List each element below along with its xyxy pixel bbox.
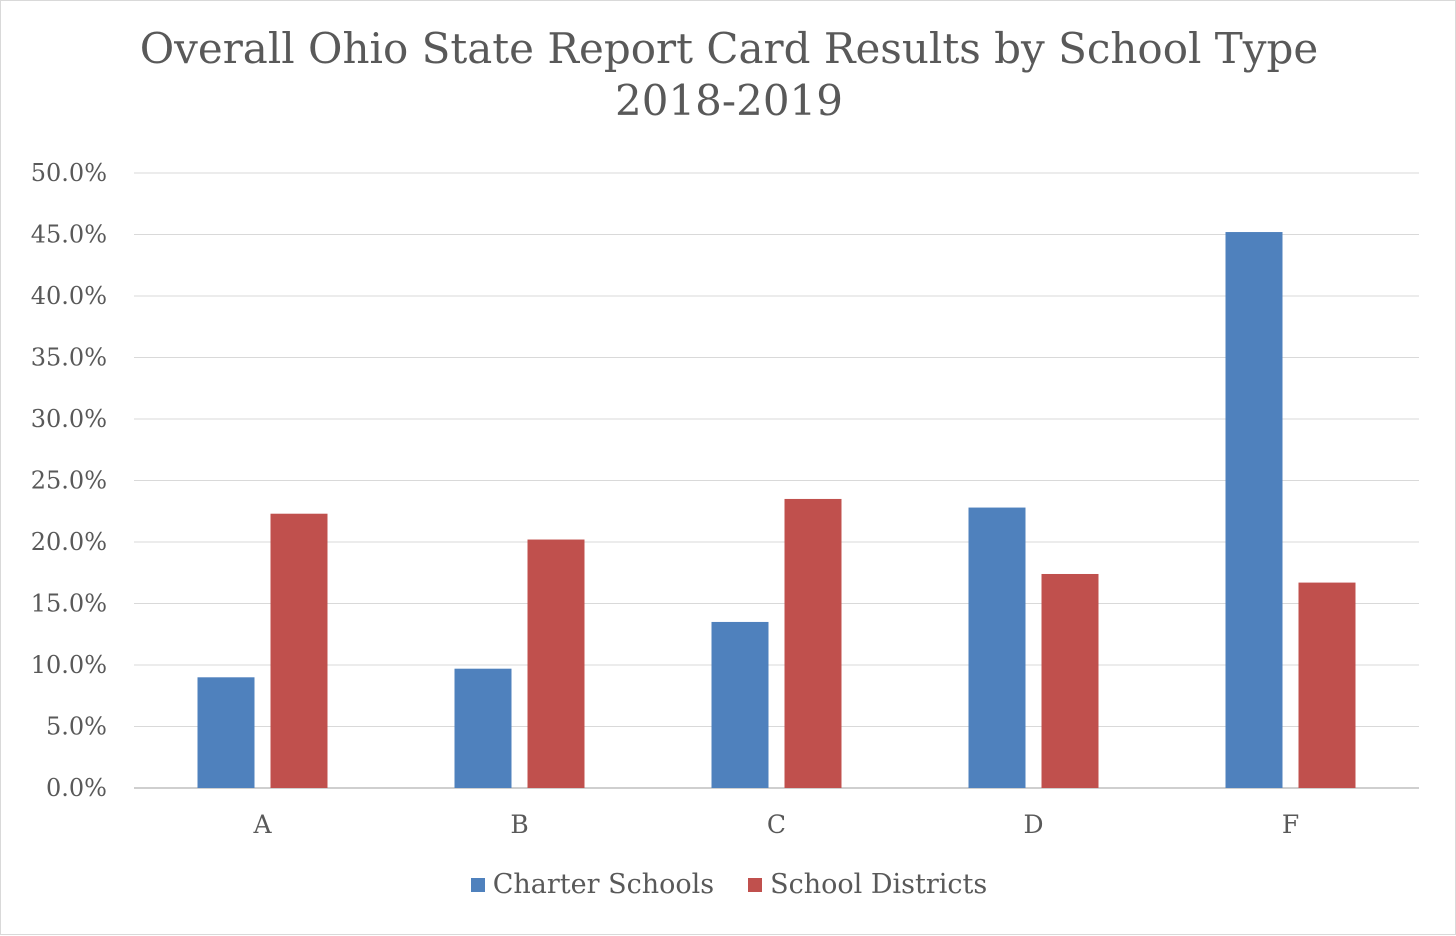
legend-label-districts: School Districts xyxy=(770,869,988,900)
bar-school-districts-f xyxy=(1298,582,1356,788)
bar-charter-schools-a xyxy=(197,677,255,788)
bar-charter-schools-d xyxy=(968,507,1026,788)
bar-charter-schools-f xyxy=(1225,232,1283,789)
legend-label-charter: Charter Schools xyxy=(492,869,715,900)
bar-school-districts-b xyxy=(527,539,585,788)
x-tick-label: B xyxy=(510,810,528,839)
legend-item-districts: School Districts xyxy=(748,869,987,900)
legend: Charter Schools School Districts xyxy=(1,869,1456,900)
y-tick-label: 25.0% xyxy=(31,467,107,495)
bar-charter-schools-b xyxy=(454,668,512,788)
bar-school-districts-a xyxy=(270,513,328,788)
y-tick-label: 0.0% xyxy=(46,774,107,802)
y-tick-label: 50.0% xyxy=(31,159,107,187)
y-tick-label: 5.0% xyxy=(46,713,107,741)
chart-title: Overall Ohio State Report Card Results b… xyxy=(1,23,1456,127)
x-tick-label: D xyxy=(1023,810,1043,839)
legend-item-charter: Charter Schools xyxy=(470,869,715,900)
legend-swatch-districts xyxy=(748,877,763,892)
bar-school-districts-c xyxy=(784,498,842,788)
chart-title-line2: 2018-2019 xyxy=(615,76,843,125)
y-tick-label: 45.0% xyxy=(31,221,107,249)
y-tick-label: 30.0% xyxy=(31,405,107,433)
x-tick-label: A xyxy=(252,810,272,839)
bar-charter-schools-c xyxy=(711,621,769,788)
y-tick-label: 35.0% xyxy=(31,344,107,372)
x-tick-label: F xyxy=(1282,810,1299,839)
x-tick-label: C xyxy=(767,810,786,839)
y-tick-label: 10.0% xyxy=(31,651,107,679)
bar-school-districts-d xyxy=(1041,573,1099,788)
chart-title-line1: Overall Ohio State Report Card Results b… xyxy=(139,24,1319,73)
y-tick-label: 15.0% xyxy=(31,590,107,618)
legend-swatch-charter xyxy=(470,877,485,892)
y-tick-label: 40.0% xyxy=(31,282,107,310)
y-tick-label: 20.0% xyxy=(31,528,107,556)
